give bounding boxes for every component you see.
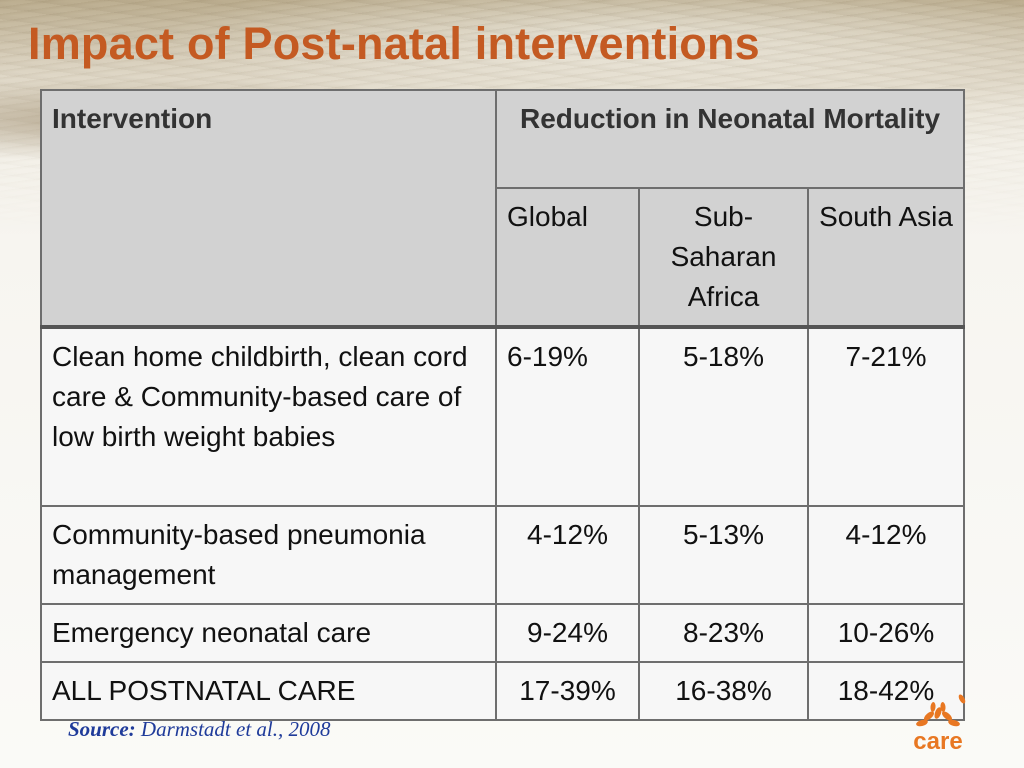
table-header-row: Intervention Reduction in Neonatal Morta… [40, 89, 965, 329]
source-label: Source: [68, 717, 136, 741]
slide-title: Impact of Post-natal interventions [28, 18, 760, 69]
intervention-cell: Emergency neonatal care [40, 603, 497, 663]
care-logo-icon: care [913, 694, 966, 755]
intervention-cell: Clean home childbirth, clean cord care &… [40, 326, 497, 507]
value-global: 6-19% [495, 326, 640, 507]
header-south-asia: South Asia [807, 187, 965, 329]
care-logo-text: care [913, 728, 962, 755]
table-row: Community-based pneumonia management 4-1… [40, 505, 965, 605]
value-global: 17-39% [495, 661, 640, 721]
intervention-cell: ALL POSTNATAL CARE [40, 661, 497, 721]
value-south-asia: 4-12% [807, 505, 965, 605]
table-row: Clean home childbirth, clean cord care &… [40, 326, 965, 507]
value-sub-saharan-africa: 5-13% [638, 505, 809, 605]
header-global: Global [495, 187, 640, 329]
header-intervention: Intervention [40, 89, 497, 329]
intervention-cell: Community-based pneumonia management [40, 505, 497, 605]
value-south-asia: 7-21% [807, 326, 965, 507]
header-sub-saharan-africa: Sub-Saharan Africa [638, 187, 809, 329]
source-citation: Source: Darmstadt et al., 2008 [68, 717, 331, 742]
table-subheader-row: Global Sub-Saharan Africa South Asia [41, 187, 965, 329]
value-sub-saharan-africa: 16-38% [638, 661, 809, 721]
interventions-table: Intervention Reduction in Neonatal Morta… [40, 89, 965, 721]
value-south-asia: 10-26% [807, 603, 965, 663]
source-text: Darmstadt et al., 2008 [140, 717, 331, 741]
value-global: 9-24% [495, 603, 640, 663]
table-row: Emergency neonatal care 9-24% 8-23% 10-2… [40, 603, 965, 663]
value-global: 4-12% [495, 505, 640, 605]
header-reduction-group: Reduction in Neonatal Mortality [495, 89, 965, 189]
table-row: ALL POSTNATAL CARE 17-39% 16-38% 18-42% [40, 661, 965, 721]
value-south-asia: 18-42% [807, 661, 965, 721]
value-sub-saharan-africa: 8-23% [638, 603, 809, 663]
value-sub-saharan-africa: 5-18% [638, 326, 809, 507]
